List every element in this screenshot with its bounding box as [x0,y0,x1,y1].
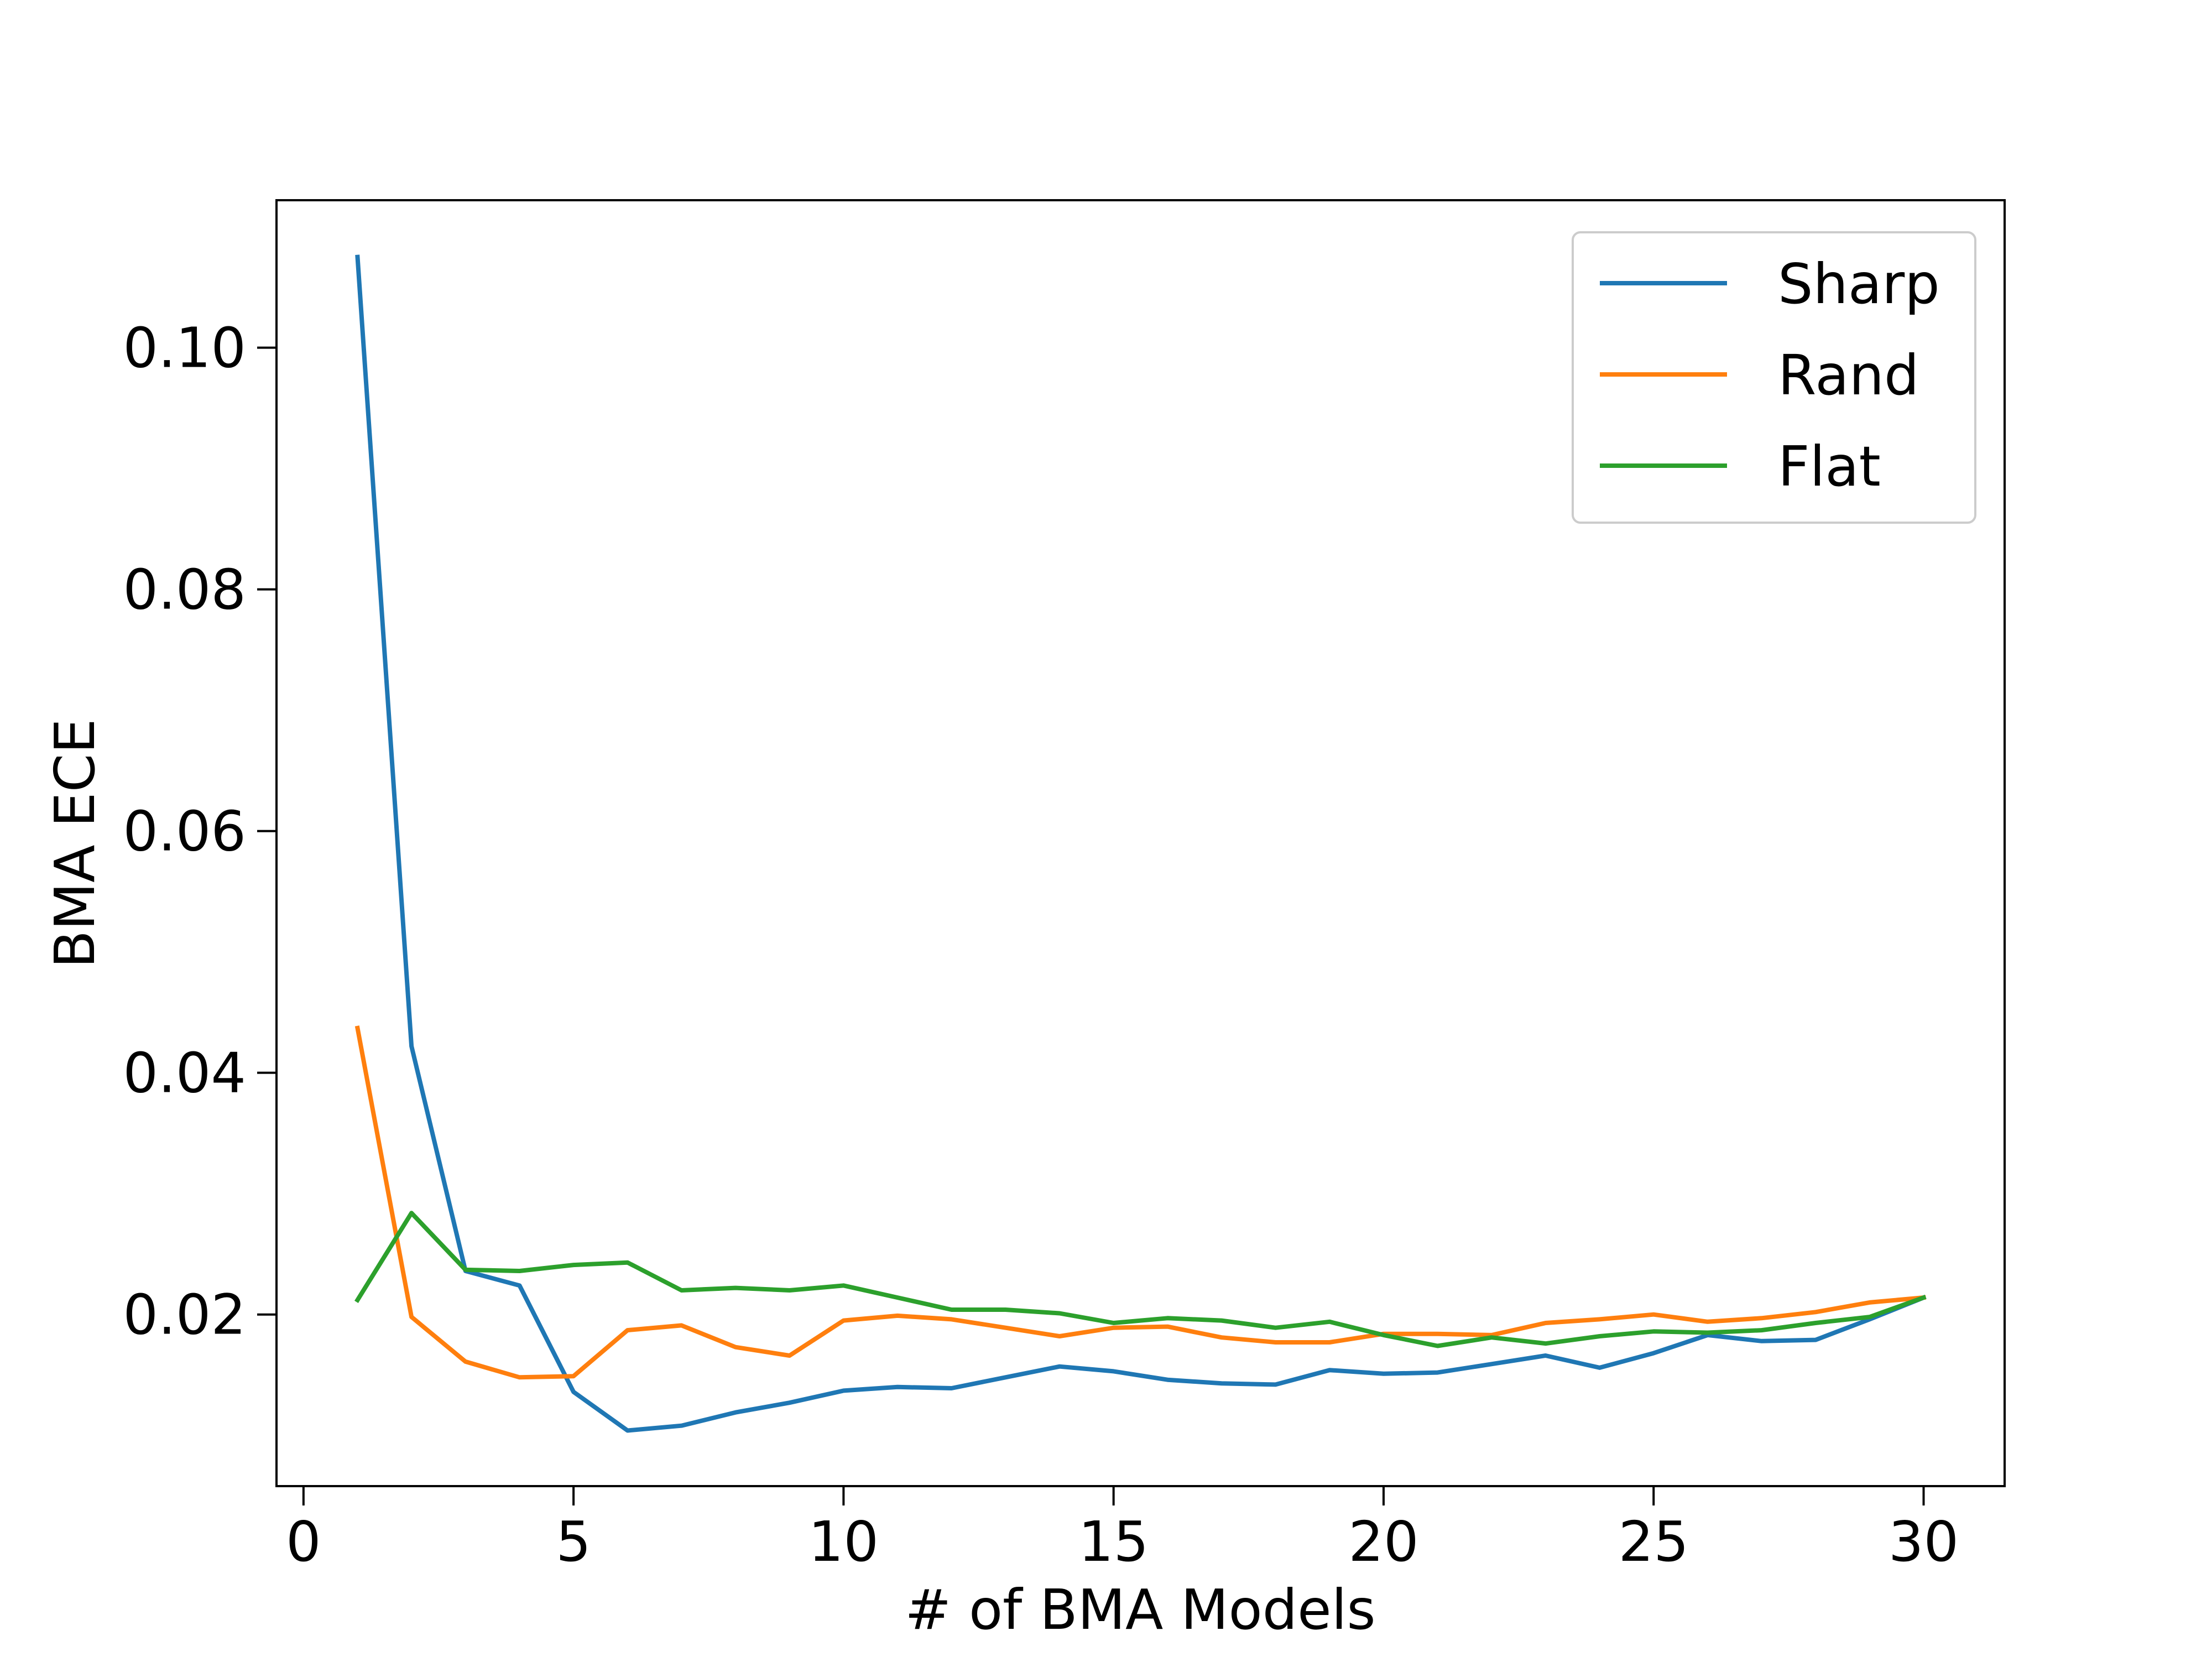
series-line-rand [354,1025,1926,1380]
legend: Sharp Rand Flat [1572,231,1976,524]
series-line-flat [354,1211,1927,1348]
legend-frame [1572,231,1976,524]
legend-label-sharp: Sharp [1778,252,1940,316]
y-tick-label: 0.02 [123,1283,246,1347]
series-line-sharp [355,254,1927,1433]
y-tick-label: 0.06 [123,799,246,864]
y-tick-label: 0.08 [123,558,246,622]
x-tick-label: 15 [1078,1509,1149,1574]
x-tick-label: 10 [808,1509,879,1574]
legend-label-flat: Flat [1778,434,1881,499]
x-tick-label: 0 [286,1509,321,1574]
x-axis-label: # of BMA Models [905,1577,1375,1642]
x-tick-label: 5 [556,1509,591,1574]
y-tick-label: 0.04 [123,1041,246,1106]
legend-label-rand: Rand [1778,343,1919,408]
y-axis-ticks: 0.02 0.04 0.06 0.08 0.10 [123,316,276,1347]
y-axis-label: BMA ECE [43,718,107,968]
x-tick-label: 20 [1348,1509,1418,1574]
series-layer [354,254,1927,1433]
plot-frame [275,199,2006,1487]
x-axis-ticks: 0 5 10 15 20 25 30 [286,1486,1959,1574]
y-tick-label: 0.10 [123,316,246,381]
x-tick-label: 30 [1888,1509,1959,1574]
x-tick-label: 25 [1619,1509,1689,1574]
